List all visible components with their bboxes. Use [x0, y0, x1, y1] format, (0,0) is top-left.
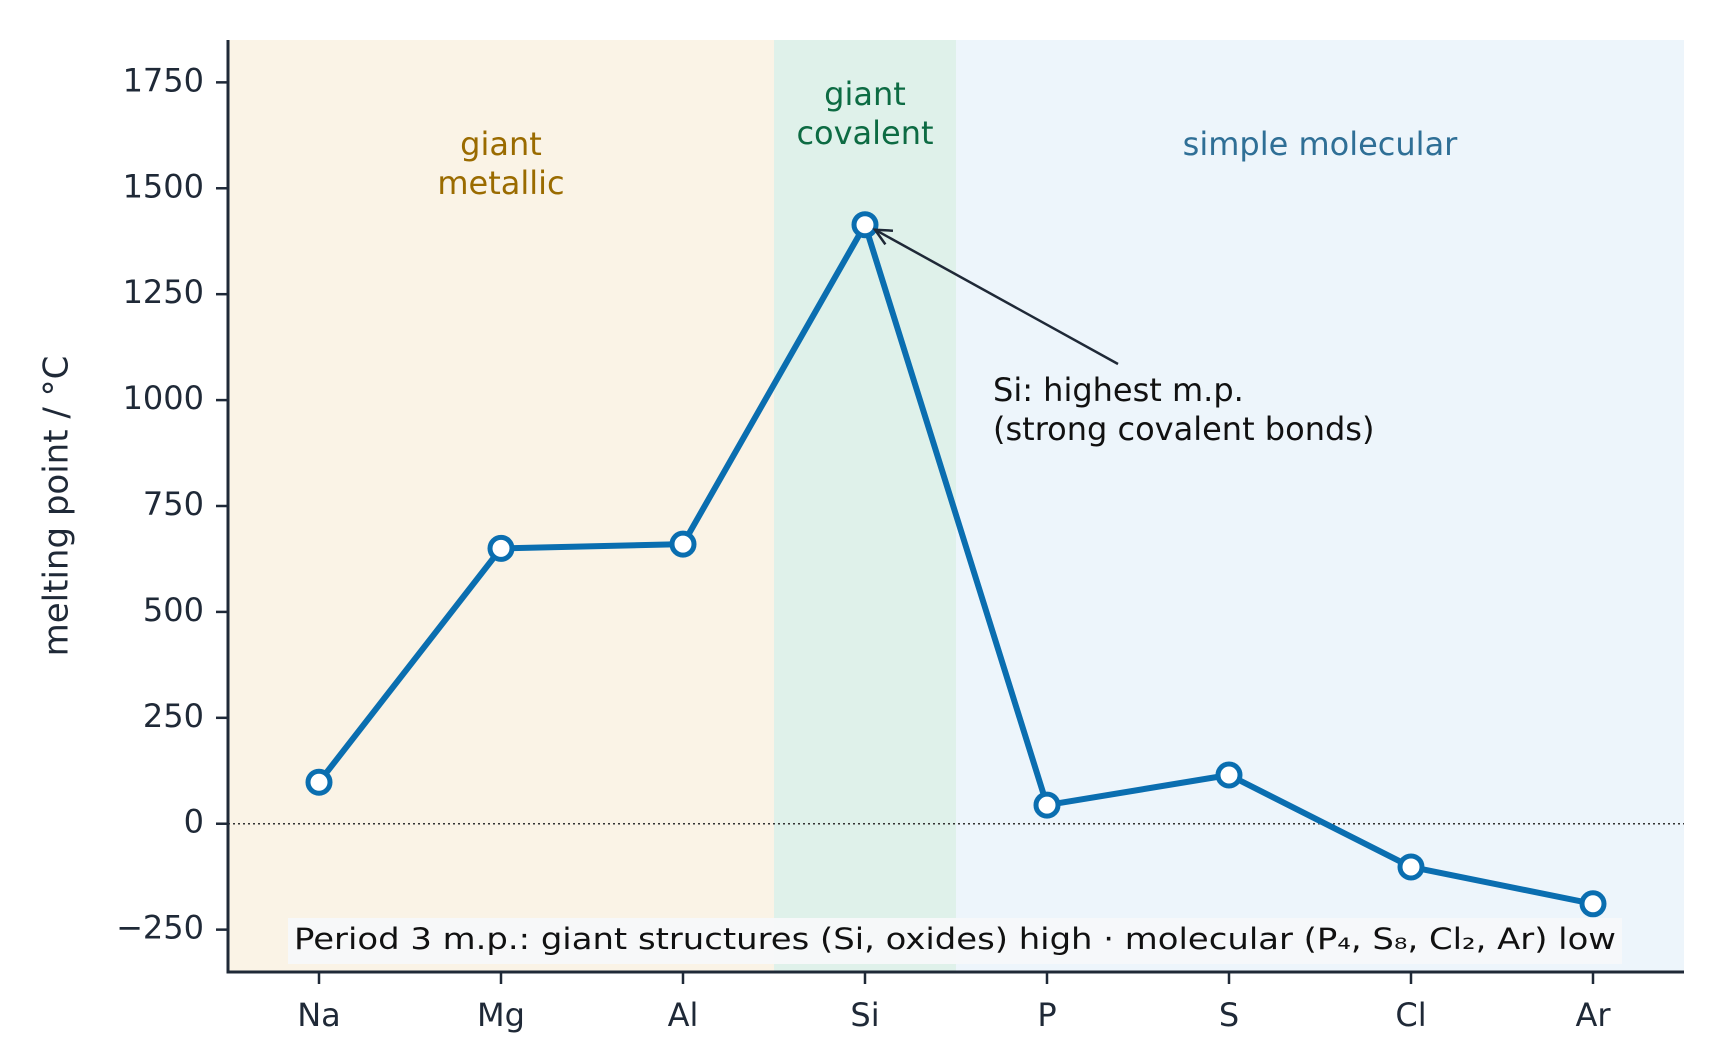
region-band-1 — [774, 40, 956, 972]
x-tick-label-3: Si — [850, 996, 879, 1034]
y-tick-label-1: 0 — [184, 803, 204, 841]
x-tick-label-0: Na — [297, 996, 341, 1034]
region-label-2-line-0: simple molecular — [1183, 125, 1459, 163]
data-points — [305, 211, 1607, 918]
data-point-si — [851, 211, 879, 239]
region-band-0 — [228, 40, 774, 972]
region-label-1-line-1: covalent — [796, 114, 933, 152]
region-label-0-line-1: metallic — [437, 164, 564, 202]
region-label-1-line-0: giant — [824, 75, 906, 113]
y-tick-label-0: −250 — [116, 909, 204, 947]
structure-regions — [228, 40, 1684, 972]
data-point-cl — [1397, 853, 1425, 881]
y-tick-label-3: 500 — [143, 591, 204, 629]
y-tick-label-2: 250 — [143, 697, 204, 735]
y-tick-label-8: 1750 — [123, 61, 204, 99]
y-tick-label-7: 1500 — [123, 167, 204, 205]
data-point-s — [1215, 761, 1243, 789]
y-tick-label-4: 750 — [143, 485, 204, 523]
si-annotation: Si: highest m.p.(strong covalent bonds) — [872, 228, 1374, 448]
x-tick-label-1: Mg — [477, 996, 525, 1034]
x-tick-label-6: Cl — [1395, 996, 1426, 1034]
y-tick-label-5: 1000 — [123, 379, 204, 417]
x-tick-label-5: S — [1219, 996, 1239, 1034]
annotation-text-line-0: Si: highest m.p. — [993, 371, 1244, 409]
region-label-0-line-0: giant — [460, 125, 542, 163]
x-tick-label-2: Al — [668, 996, 699, 1034]
x-tick-label-4: P — [1037, 996, 1056, 1034]
footnote-text: Period 3 m.p.: giant structures (Si, oxi… — [294, 922, 1616, 956]
data-point-mg — [487, 534, 515, 562]
x-ticks: Na Mg Al Si P S Cl Ar — [297, 972, 1611, 1034]
y-tick-label-6: 1250 — [123, 273, 204, 311]
y-ticks: −250 0 250 500 750 1000 1250 1500 1750 — [116, 61, 228, 947]
y-axis-label: melting point / °C — [37, 356, 77, 657]
footnote-background — [288, 918, 1622, 964]
annotation-text-line-1: (strong covalent bonds) — [993, 410, 1374, 448]
series-line — [316, 221, 1594, 907]
data-point-al — [669, 530, 697, 558]
footnote: Period 3 m.p.: giant structures (Si, oxi… — [288, 918, 1622, 964]
x-tick-label-7: Ar — [1575, 996, 1611, 1034]
annotation-arrow-head — [872, 228, 894, 246]
region-band-2 — [956, 40, 1684, 972]
data-point-ar — [1579, 890, 1607, 918]
data-point-p — [1033, 791, 1061, 819]
annotation-arrow-line — [874, 228, 1119, 366]
data-point-na — [305, 768, 333, 796]
